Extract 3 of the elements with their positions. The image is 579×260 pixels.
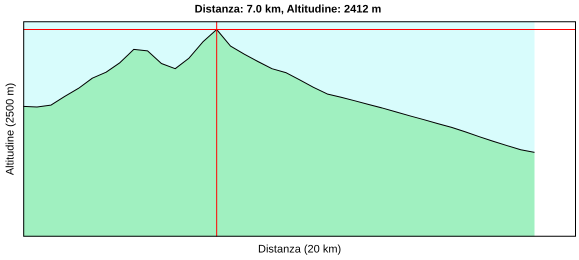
chart-title: Distanza: 7.0 km, Altitudine: 2412 m	[194, 4, 382, 16]
x-axis-title: Distanza (20 km)	[258, 243, 342, 256]
y-axis-title: Altitudine (2500 m)	[4, 82, 17, 176]
